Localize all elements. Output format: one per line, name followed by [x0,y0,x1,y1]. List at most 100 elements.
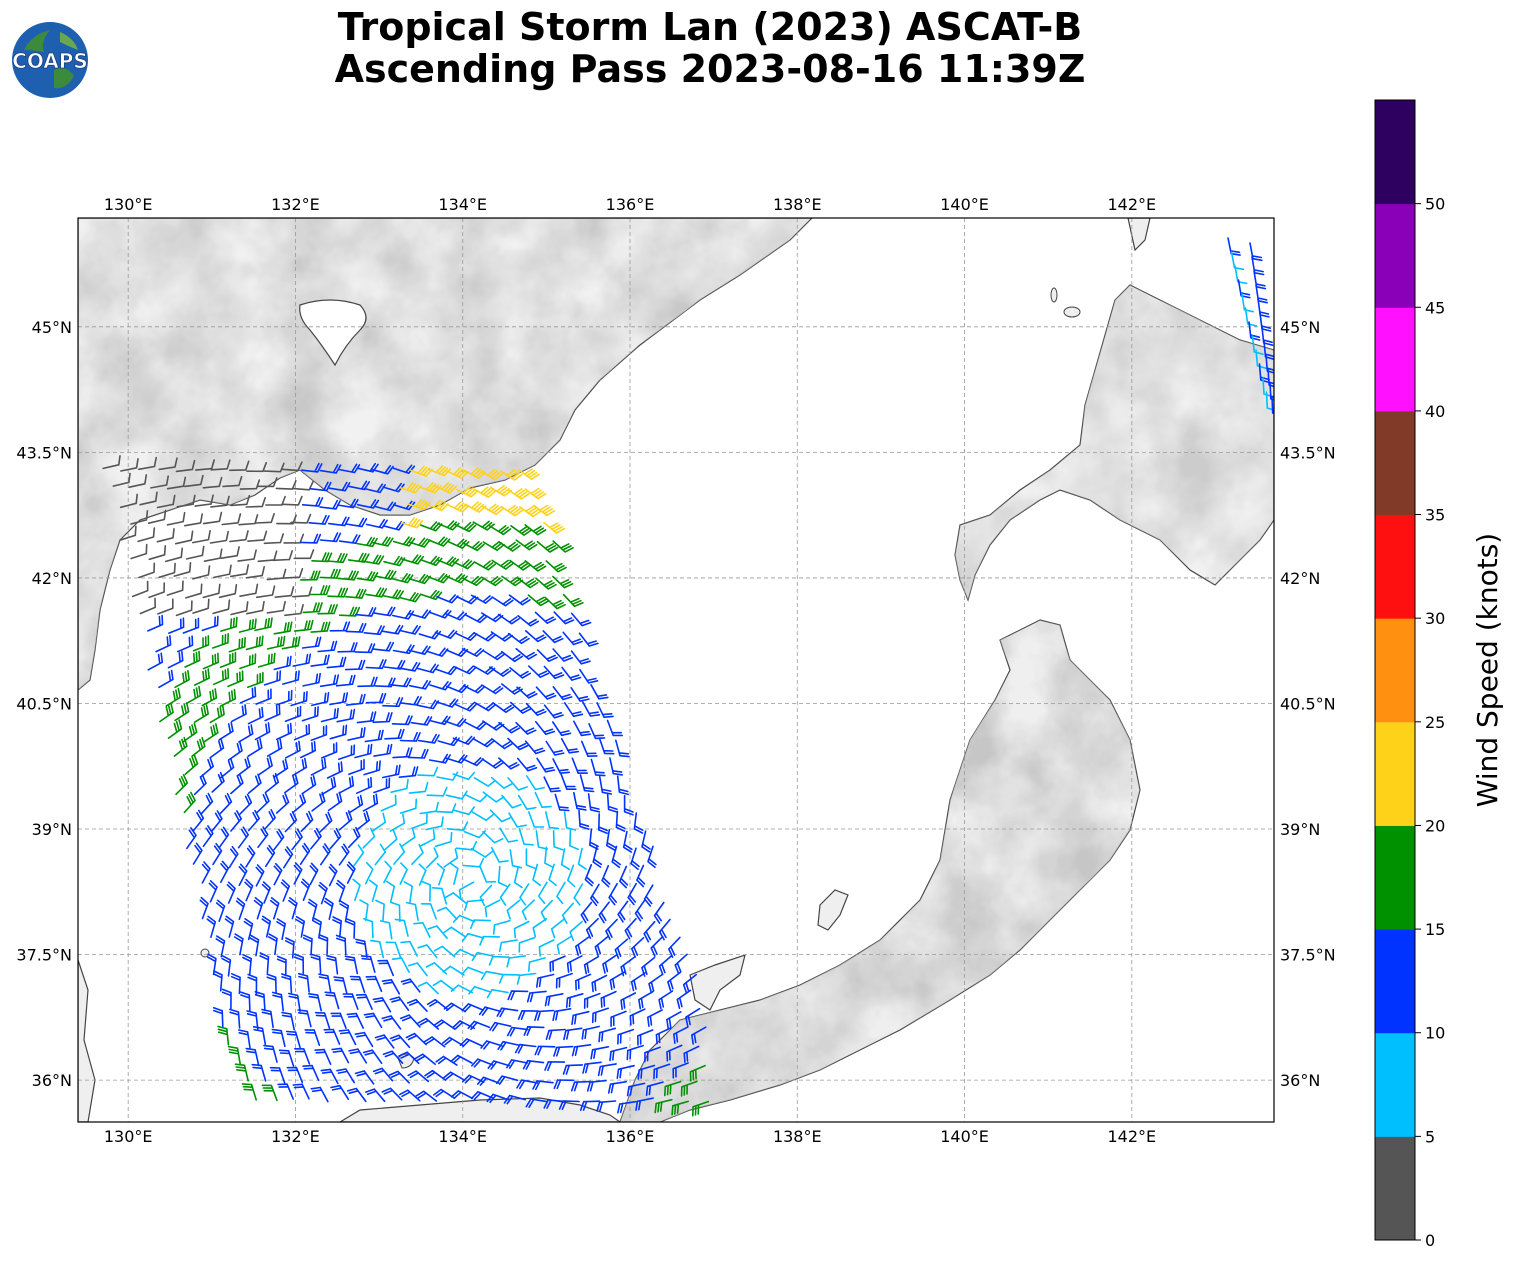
lat-tick-label: 43.5°N [1280,443,1336,462]
wind-barb [432,979,455,992]
wind-barb [255,585,276,599]
wind-barb [534,1045,556,1056]
wind-barb [434,482,457,494]
colorbar-bin [1375,1136,1415,1241]
wind-barb [1249,242,1263,262]
wind-barb [150,475,169,489]
wind-barb [166,476,187,490]
wind-barb [212,970,223,992]
wind-barb [185,685,202,705]
wind-barb [473,777,496,787]
wind-barb [203,548,223,562]
wind-barb [481,503,504,516]
wind-barb [326,954,339,975]
wind-barb [229,460,250,472]
wind-barb [406,998,428,1012]
wind-barb [271,991,284,1012]
wind-barb [247,809,260,832]
wind-barb [299,842,311,865]
wind-barb [571,757,588,774]
wind-barb [545,740,565,756]
wind-barb [184,474,204,488]
wind-barb [329,621,351,632]
wind-barb [326,552,348,564]
wind-barb [317,604,338,615]
lon-tick-label: 138°E [773,195,822,214]
wind-barb [246,1010,259,1030]
wind-barb [281,495,303,506]
wind-barb [167,719,183,739]
wind-barb [653,1063,671,1080]
wind-barb [414,1053,436,1066]
wind-barb [426,786,448,797]
wind-barb [310,953,322,974]
wind-barb [452,559,475,570]
wind-barb [517,468,540,480]
wind-barb [419,482,442,494]
wind-barb [283,533,305,544]
wind-barb [556,935,572,955]
wind-barb [276,722,293,741]
wind-barb [528,665,550,678]
wind-barb [491,559,514,570]
wind-barb [365,518,388,529]
wind-barb [428,465,452,477]
wind-barb [239,479,261,490]
wind-barb [500,469,523,481]
wind-barb [627,882,637,906]
wind-barb [563,1027,583,1041]
wind-barb [297,972,310,993]
wind-barb [346,1012,364,1029]
wind-barb [452,806,475,816]
wind-barb [436,698,459,708]
wind-barb [516,972,537,985]
wind-barb [528,811,545,828]
wind-barb [497,613,520,625]
wind-barb [301,496,324,507]
wind-barb [365,587,388,598]
wind-barb [245,635,264,651]
wind-barb [630,972,646,992]
wind-barb [463,467,487,479]
wind-barb [240,686,257,704]
wind-barb [1251,256,1265,276]
wind-barb [266,568,287,581]
wind-barb [459,1038,483,1048]
wind-barb [253,897,264,920]
latitude-labels-left: 45°N 43.5°N 42°N 40.5°N 39°N 37.5°N 36°N [16,318,72,1090]
wind-barb [411,813,428,830]
wind-barb [631,937,645,958]
wind-barb [158,562,176,579]
wind-barb [281,461,303,472]
wind-barb [264,772,280,793]
wind-barb [193,668,210,686]
wind-barb [206,915,217,938]
wind-barb [363,625,385,636]
wind-barb [435,803,457,814]
wind-barb [516,1079,539,1090]
wind-barb [314,1048,332,1065]
wind-barb [264,704,281,722]
wind-barb [470,594,494,604]
wind-barb [497,1040,520,1051]
lat-tick-label: 39°N [1280,820,1320,839]
wind-barb [527,957,546,972]
wind-barb [509,666,531,679]
wind-barb [364,861,374,885]
wind-barb [544,596,566,610]
wind-barb [405,901,419,922]
wind-barb [320,707,339,723]
wind-barb [290,513,312,524]
wind-barb [372,641,395,652]
wind-barb [211,810,223,832]
wind-barb [507,632,530,645]
wind-barb [383,659,406,670]
wind-barb [147,652,164,671]
wind-barb [345,622,367,633]
wind-barb [282,567,304,579]
wind-barb [230,601,249,616]
wind-barb [373,606,396,617]
wind-barb [381,1087,403,1101]
wind-barb [552,648,574,662]
wind-barb [369,879,378,902]
